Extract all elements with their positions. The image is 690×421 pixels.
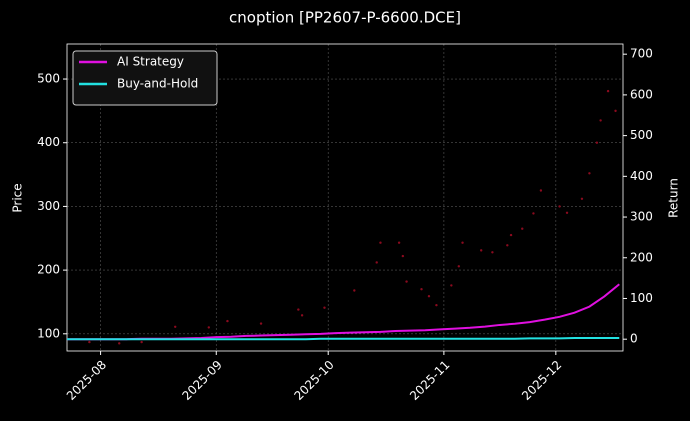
- y2-tick-label: 500: [630, 128, 653, 142]
- price-point: [401, 254, 405, 258]
- price-point: [506, 244, 509, 247]
- plot-frame: [66, 43, 624, 352]
- y2-tick-label: 200: [630, 250, 653, 264]
- legend-label: AI Strategy: [117, 55, 184, 69]
- price-point: [491, 251, 494, 254]
- price-point: [207, 326, 210, 329]
- y-tick-label: 300: [37, 199, 60, 213]
- price-point: [405, 280, 408, 283]
- legend-box: [72, 50, 218, 106]
- return-line: [67, 336, 620, 341]
- legend-label: Buy-and-Hold: [117, 77, 198, 91]
- y-tick-label: 100: [37, 326, 60, 340]
- price-point: [558, 205, 561, 208]
- y2-tick-label: 400: [630, 169, 653, 183]
- price-point: [461, 241, 464, 244]
- price-point: [88, 340, 91, 344]
- price-point: [588, 172, 591, 175]
- price-point: [300, 314, 304, 317]
- chart-title: cnoption [PP2607-P-6600.DCE]: [229, 9, 461, 27]
- price-point: [375, 261, 378, 264]
- price-point: [457, 265, 461, 268]
- price-point: [606, 89, 610, 93]
- price-point: [118, 342, 121, 345]
- price-point: [297, 308, 300, 311]
- y2-tick-label: 700: [630, 47, 653, 61]
- price-point: [614, 109, 617, 113]
- price-point: [435, 303, 438, 307]
- price-point: [226, 319, 229, 323]
- y2-tick-label: 100: [630, 291, 653, 305]
- price-point: [580, 197, 584, 200]
- price-point: [509, 233, 513, 237]
- y-tick-label: 500: [37, 72, 60, 86]
- price-point: [480, 249, 483, 252]
- price-point: [353, 289, 356, 292]
- price-point: [323, 306, 326, 309]
- price-point: [259, 322, 263, 325]
- y2-tick-label: 600: [630, 87, 653, 101]
- y-axis-label: Price: [11, 183, 25, 212]
- y-tick-label: 400: [37, 135, 60, 149]
- y-tick-label: 200: [37, 263, 60, 277]
- price-point: [420, 288, 423, 291]
- price-point: [599, 119, 602, 122]
- price-point: [521, 227, 524, 230]
- price-point: [174, 325, 177, 328]
- y2-tick-label: 0: [630, 332, 638, 346]
- price-point: [427, 295, 431, 298]
- price-point: [532, 212, 535, 215]
- price-point: [450, 284, 453, 287]
- price-point: [539, 189, 543, 192]
- y2-axis-label: Return: [667, 178, 681, 218]
- price-point: [565, 211, 569, 214]
- price-point: [379, 241, 382, 244]
- price-point: [595, 141, 599, 144]
- y2-tick-label: 300: [630, 210, 653, 224]
- price-point: [397, 241, 401, 244]
- price-point: [140, 340, 143, 344]
